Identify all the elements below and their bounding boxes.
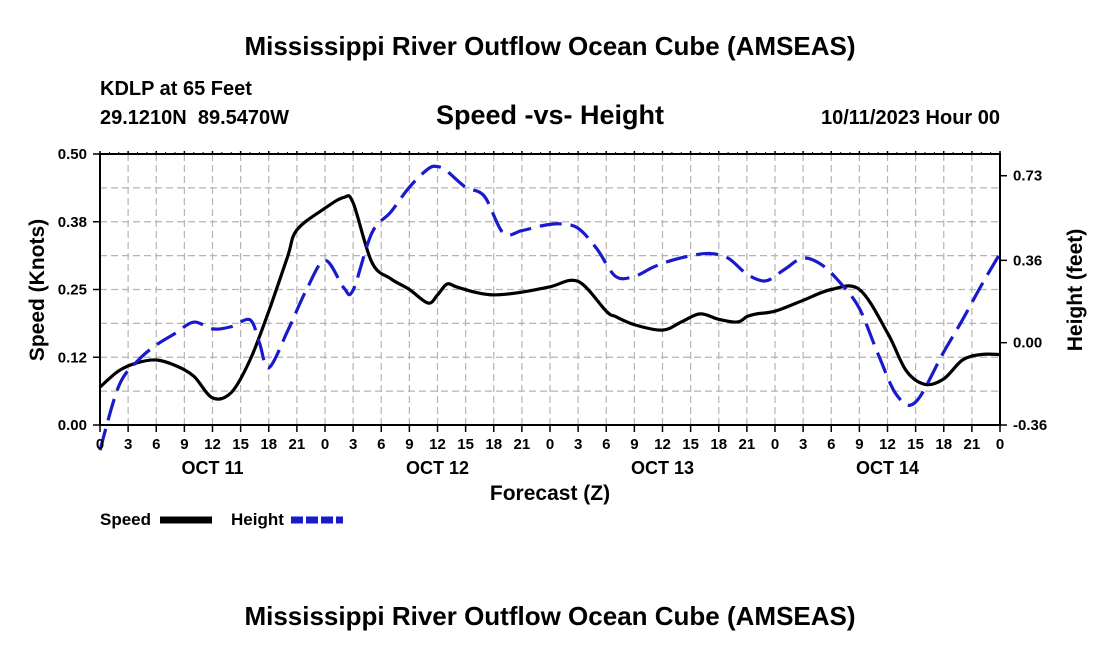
- left-tick-label: 0.38: [58, 214, 87, 231]
- x-tick-label: 6: [827, 436, 835, 453]
- x-tick-label: 15: [682, 436, 699, 453]
- x-tick-label: 12: [879, 436, 896, 453]
- x-day-label: OCT 13: [631, 458, 694, 478]
- plot-grid: [100, 154, 1000, 425]
- left-tick-label: 0.00: [58, 417, 87, 434]
- x-tick-label: 3: [124, 436, 132, 453]
- x-tick-label: 15: [907, 436, 924, 453]
- right-axis-title: Height (feet): [1064, 229, 1087, 352]
- x-tick-label: 15: [457, 436, 474, 453]
- x-tick-label: 12: [654, 436, 671, 453]
- location-label: KDLP at 65 Feet: [100, 78, 252, 100]
- right-tick-label: 0.73: [1013, 168, 1042, 185]
- x-tick-label: 15: [232, 436, 249, 453]
- series-height-line: [98, 164, 1002, 451]
- x-tick-label: 21: [289, 436, 306, 453]
- run-time-label: 10/11/2023 Hour 00: [821, 107, 1000, 129]
- x-tick-label: 6: [602, 436, 610, 453]
- right-tick-label: 0.36: [1013, 252, 1042, 269]
- plot-series: [98, 164, 1002, 451]
- right-tick-label: -0.36: [1013, 417, 1047, 434]
- x-tick-label: 3: [349, 436, 357, 453]
- chart-legend: Speed Height: [100, 510, 343, 529]
- x-tick-label: 12: [204, 436, 221, 453]
- left-tick-label: 0.50: [58, 146, 87, 163]
- plot-axes: 0 3 6 9 12 15 18 21 0 3 6 9 12 15 18 21 0 3 6 9 12 15 18 21 0 3 6 9…: [58, 146, 1047, 478]
- coordinates-label: 29.1210N 89.5470W: [100, 107, 289, 129]
- x-day-label: OCT 12: [406, 458, 469, 478]
- x-tick-label: 0: [771, 436, 779, 453]
- x-tick-label: 6: [377, 436, 385, 453]
- x-tick-label: 9: [405, 436, 413, 453]
- series-speed-line: [98, 194, 1001, 401]
- left-tick-label: 0.25: [58, 282, 87, 299]
- x-tick-label: 21: [739, 436, 756, 453]
- legend-speed-label: Speed: [100, 510, 151, 529]
- x-tick-label: 21: [514, 436, 531, 453]
- x-tick-label: 0: [546, 436, 554, 453]
- x-day-label: OCT 11: [181, 458, 243, 478]
- x-tick-label: 18: [710, 436, 727, 453]
- chart-main-title: Mississippi River Outflow Ocean Cube (AM…: [244, 31, 855, 61]
- x-tick-label: 9: [855, 436, 863, 453]
- x-day-label: OCT 14: [856, 458, 919, 478]
- x-tick-label: 3: [574, 436, 582, 453]
- x-tick-label: 12: [429, 436, 446, 453]
- x-tick-label: 9: [180, 436, 188, 453]
- x-tick-label: 18: [935, 436, 952, 453]
- left-axis-title: Speed (Knots): [26, 219, 49, 361]
- x-tick-label: 6: [152, 436, 160, 453]
- legend-height-label: Height: [231, 510, 284, 529]
- x-tick-label: 0: [996, 436, 1004, 453]
- x-tick-label: 0: [321, 436, 329, 453]
- x-axis-title: Forecast (Z): [490, 482, 610, 505]
- x-tick-label: 18: [485, 436, 502, 453]
- left-tick-label: 0.12: [58, 349, 87, 366]
- x-tick-label: 21: [964, 436, 981, 453]
- x-tick-label: 0: [96, 436, 104, 453]
- x-tick-label: 18: [260, 436, 277, 453]
- x-tick-label: 9: [630, 436, 638, 453]
- right-tick-label: 0.00: [1013, 335, 1042, 352]
- x-tick-label: 3: [799, 436, 807, 453]
- chart-subtitle: Speed -vs- Height: [436, 100, 664, 130]
- footer-title: Mississippi River Outflow Ocean Cube (AM…: [244, 601, 855, 631]
